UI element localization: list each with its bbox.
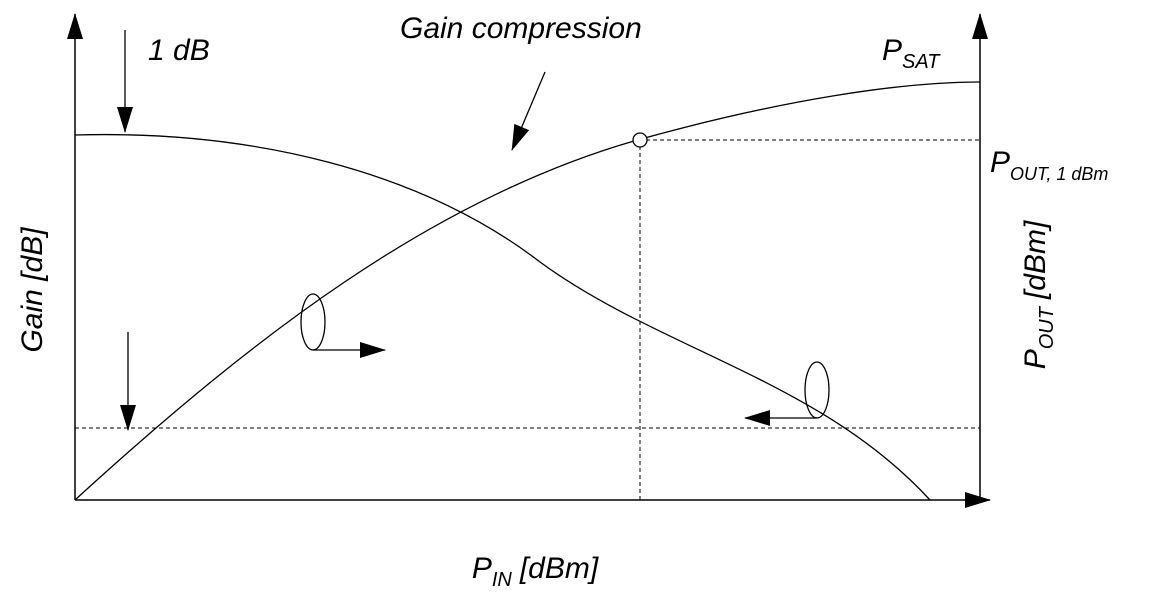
y-right-unit: [dBm] — [1019, 220, 1052, 300]
gain-compression-label: Gain compression — [400, 12, 642, 45]
curve-ellipse — [804, 361, 830, 419]
pout-1db-main: P — [990, 146, 1010, 179]
pout-1db-sub: OUT, 1 dBm — [1010, 164, 1108, 184]
y-right-label: POUT [dBm] — [1019, 220, 1058, 369]
compression-pointer — [511, 71, 546, 151]
y-right-main: P — [1019, 349, 1052, 369]
pout-1db-label: POUT, 1 dBm — [990, 146, 1108, 184]
gain-curve — [74, 133, 931, 501]
one-db-label: 1 dB — [148, 34, 210, 67]
x-label: PIN [dBm] — [472, 552, 599, 591]
psat-sub: SAT — [902, 51, 941, 73]
x-unit: [dBm] — [519, 552, 599, 585]
y-right-sub: OUT — [1036, 305, 1058, 349]
curve-ellipse — [300, 293, 326, 351]
compression-point — [632, 132, 648, 148]
x-sub: IN — [492, 569, 513, 591]
psat-main: P — [882, 34, 902, 67]
x-main: P — [472, 552, 492, 585]
pout-curve — [74, 81, 981, 501]
psat-label: PSAT — [882, 34, 941, 73]
y-left-label: Gain [dB] — [16, 227, 49, 353]
